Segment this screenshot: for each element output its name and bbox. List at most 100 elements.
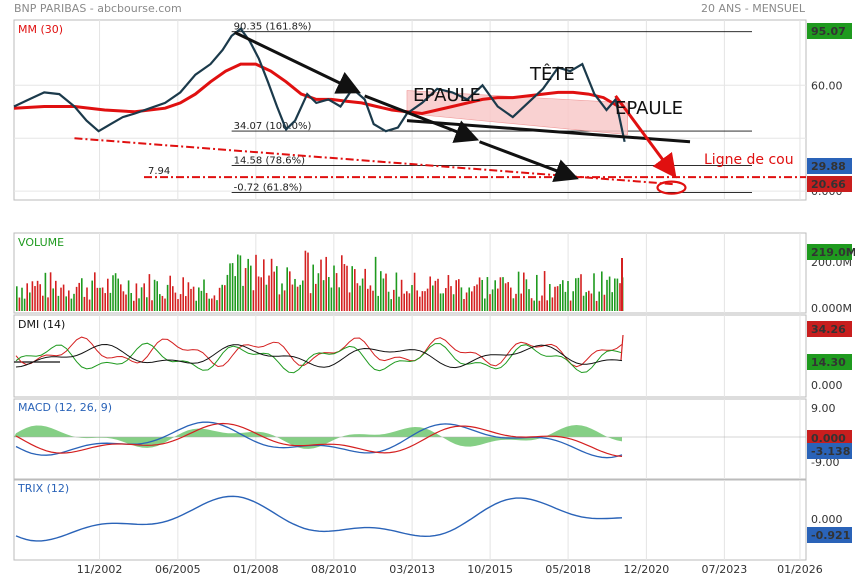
volume-bar: [73, 293, 75, 311]
trix-label: TRIX (12): [17, 482, 69, 495]
volume-bar: [328, 277, 330, 311]
volume-bar: [424, 291, 426, 311]
dmi-label: DMI (14): [18, 318, 65, 331]
volume-bar: [117, 278, 119, 311]
volume-bar: [463, 298, 465, 311]
volume-bar: [273, 271, 275, 311]
volume-bar: [369, 285, 372, 311]
volume-bar: [333, 265, 335, 311]
volume-bar: [403, 293, 405, 311]
volume-bar: [556, 286, 559, 311]
volume-bar: [143, 283, 145, 311]
volume-bar: [361, 278, 364, 311]
volume-bar: [393, 289, 395, 311]
x-tick-label: 11/2002: [77, 563, 123, 576]
volume-bar: [580, 274, 582, 311]
volume-bar: [94, 272, 96, 311]
volume-bar: [406, 291, 408, 311]
volume-bar: [382, 278, 385, 311]
volume-bar: [270, 258, 273, 311]
volume-bar: [185, 296, 187, 311]
volume-bar: [322, 280, 325, 311]
volume-bar: [385, 273, 387, 311]
volume-bar: [203, 279, 205, 311]
volume-bar: [83, 296, 86, 311]
mm-last-badge: 20.66: [811, 178, 846, 191]
x-tick-label: 06/2005: [155, 563, 201, 576]
volume-bar: [530, 298, 533, 311]
volume-bar: [244, 268, 247, 311]
volume-bar: [250, 265, 252, 311]
volume-bar: [164, 298, 166, 311]
volume-bar: [211, 298, 213, 311]
volume-bar: [572, 291, 574, 311]
volume-bar: [546, 300, 548, 311]
volume-bar: [276, 266, 278, 311]
volume-bar: [172, 286, 174, 311]
volume-bar: [304, 250, 307, 311]
volume-bar: [31, 281, 34, 311]
volume-bar: [489, 294, 491, 311]
volume-bar: [554, 286, 556, 311]
volume-bar: [226, 274, 229, 311]
fibonacci-label: 14.58 (78.6%): [234, 155, 305, 166]
volume-bar: [315, 283, 317, 311]
volume-bar: [114, 273, 117, 311]
volume-bar: [289, 271, 291, 311]
volume-bar: [278, 294, 281, 311]
chart-title: BNP PARIBAS - abcbourse.com: [14, 2, 182, 15]
volume-bar: [575, 278, 577, 311]
volume-bar: [533, 300, 535, 311]
volume-bar: [86, 287, 88, 311]
volume-bar: [205, 292, 208, 311]
volume-bar: [593, 273, 595, 311]
trix-badge: -0.921: [811, 529, 850, 542]
volume-bar: [395, 272, 398, 311]
volume-bar: [491, 289, 494, 311]
volume-bar: [42, 295, 44, 311]
trix-line: [15, 495, 623, 542]
volume-bar: [247, 258, 249, 311]
volume-bar: [133, 300, 135, 311]
volume-bar: [260, 277, 262, 311]
volume-bar: [494, 280, 496, 311]
y-tick-label: 9.00: [811, 402, 836, 415]
volume-bar: [559, 284, 561, 311]
volume-bar: [286, 267, 288, 311]
volume-bar: [122, 291, 125, 311]
volume-bar: [107, 278, 109, 311]
volume-bar: [437, 278, 439, 311]
volume-bar: [29, 292, 31, 311]
volume-bar: [348, 292, 351, 311]
trix-panel: [13, 479, 807, 561]
volume-bar: [346, 265, 348, 311]
fibonacci-label: 90.35 (161.8%): [234, 22, 312, 33]
volume-bar: [88, 299, 91, 311]
volume-badge-bg: [807, 244, 852, 260]
volume-bar: [582, 295, 585, 311]
volume-bar: [338, 287, 340, 311]
y-tick-label: 0.000: [811, 379, 843, 392]
dmi-plus-line: [15, 336, 623, 368]
volume-bar: [585, 292, 587, 311]
price-series-line: [13, 27, 626, 143]
dmi-minus-badge-bg: [807, 354, 852, 370]
dmi-panel: [13, 314, 807, 398]
support-label: 7.94: [148, 166, 170, 177]
volume-bar: [146, 297, 148, 311]
volume-bar: [312, 264, 314, 311]
volume-bar: [481, 279, 483, 311]
macd-signal-line: [15, 422, 623, 457]
volume-bar: [515, 293, 517, 311]
volume-badge: 219.0M: [811, 246, 855, 259]
dmi-minus-badge: 14.30: [811, 356, 846, 369]
volume-bar: [400, 279, 403, 311]
x-tick-label: 08/2010: [311, 563, 357, 576]
volume-bar: [49, 272, 52, 311]
volume-bar: [296, 286, 299, 311]
volume-bar: [341, 255, 343, 311]
volume-bar: [218, 287, 221, 311]
volume-bar: [224, 285, 226, 311]
volume-bar: [148, 274, 151, 311]
